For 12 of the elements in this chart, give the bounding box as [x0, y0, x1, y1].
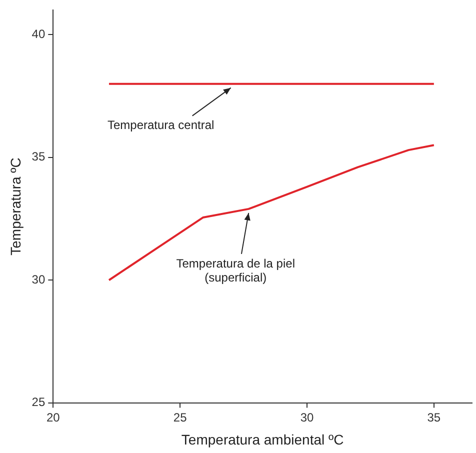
annotation: Temperatura de la piel (superficial): [176, 256, 295, 284]
x-axis-title: Temperatura ambiental ºC: [181, 431, 344, 448]
x-tick-label: 35: [427, 410, 441, 424]
x-tick-label: 20: [46, 410, 60, 424]
y-tick-label: 35: [32, 150, 46, 164]
y-tick-label: 25: [32, 395, 46, 410]
x-tick-label: 25: [173, 410, 188, 424]
y-tick-label: 30: [32, 272, 46, 286]
y-tick-label: 40: [32, 27, 46, 42]
annotation: Temperatura central: [107, 118, 214, 132]
y-axis-title: Temperatura ºC: [7, 158, 24, 256]
x-tick-label: 30: [300, 410, 314, 424]
